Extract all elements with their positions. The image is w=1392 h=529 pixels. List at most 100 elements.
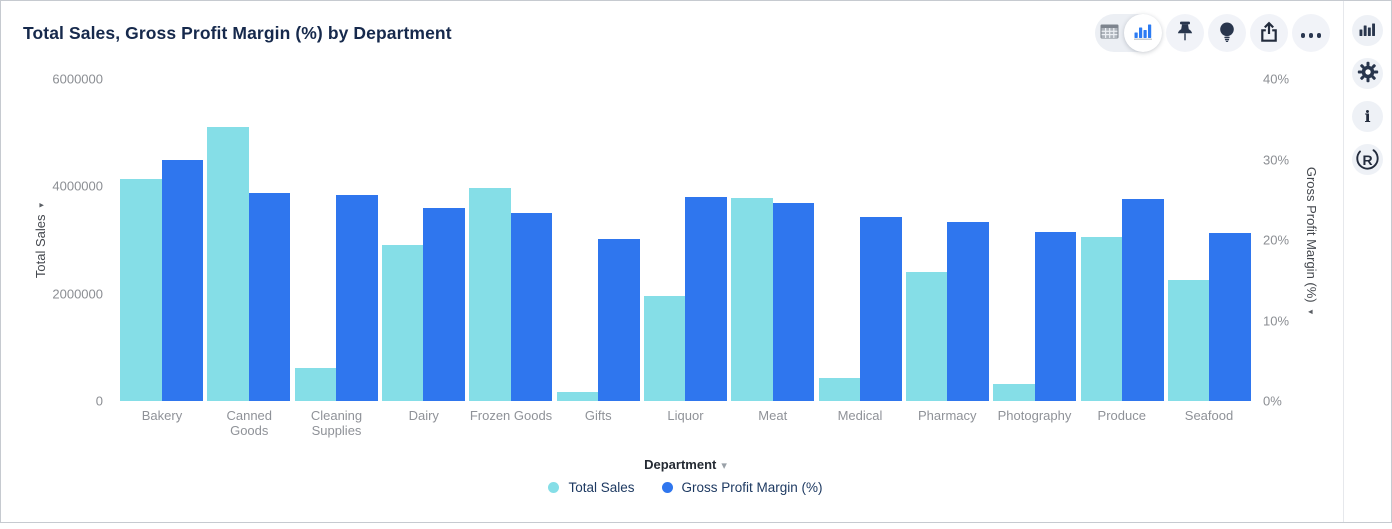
- chevron-down-icon: ▾: [721, 460, 727, 472]
- legend-dot-icon: [548, 482, 560, 493]
- total-sales-bar[interactable]: [905, 272, 948, 401]
- lightbulb-icon: [1215, 20, 1239, 47]
- axis-tick-label: 40%: [1263, 71, 1290, 87]
- total-sales-bar[interactable]: [469, 188, 511, 401]
- category-label: Canned Goods: [226, 408, 273, 438]
- reveal-logo-button[interactable]: R: [1352, 144, 1383, 175]
- gross-profit-margin-bar[interactable]: [685, 197, 727, 401]
- gross-profit-margin-bar[interactable]: [510, 213, 553, 401]
- bar-group: [1167, 79, 1251, 401]
- gross-profit-margin-bar[interactable]: [598, 239, 640, 401]
- legend-dot-icon: [661, 482, 673, 493]
- chart-legend: Total Sales Gross Profit Margin (%): [120, 480, 1251, 495]
- axis-tick-label: 30%: [1263, 152, 1290, 167]
- total-sales-bar[interactable]: [1080, 237, 1123, 401]
- axis-sort-arrow-icon: ▾: [1306, 309, 1317, 314]
- legend-item[interactable]: Total Sales: [548, 480, 635, 495]
- reveal-r-logo-icon: R: [1362, 151, 1373, 168]
- axis-tick-label: 20%: [1263, 232, 1290, 248]
- right-axis-title: Gross Profit Margin (%)▾: [1304, 166, 1320, 314]
- left-axis-ticks: 6000000 4000000 2000000 0: [1, 72, 103, 409]
- insights-button[interactable]: [1208, 14, 1246, 52]
- bar-group: [818, 79, 902, 401]
- bar-chart-plot: [120, 79, 1251, 401]
- total-sales-bar[interactable]: [643, 296, 686, 401]
- right-sidebar: i R: [1343, 1, 1391, 522]
- bar-group: [643, 79, 727, 401]
- category-label: Medical: [837, 408, 883, 423]
- axis-tick-label: 0: [95, 393, 103, 409]
- gross-profit-margin-bar[interactable]: [1122, 198, 1164, 401]
- total-sales-bar[interactable]: [207, 126, 249, 401]
- gross-profit-margin-bar[interactable]: [1209, 232, 1251, 401]
- total-sales-bar[interactable]: [818, 377, 861, 401]
- x-axis-field[interactable]: Department ▾: [120, 457, 1251, 472]
- settings-button[interactable]: [1352, 58, 1383, 89]
- category-label: Produce: [1097, 408, 1146, 423]
- gross-profit-margin-bar[interactable]: [1034, 231, 1077, 401]
- axis-sort-arrow-icon: ▾: [36, 202, 47, 207]
- legend-label: Gross Profit Margin (%): [681, 480, 823, 495]
- table-view-icon: [1100, 24, 1119, 42]
- gross-profit-margin-bar[interactable]: [161, 159, 203, 401]
- axis-tick-label: 0%: [1263, 393, 1282, 409]
- bar-group: [731, 79, 815, 401]
- gross-profit-margin-bar[interactable]: [336, 194, 378, 401]
- total-sales-bar[interactable]: [120, 178, 162, 401]
- total-sales-bar[interactable]: [556, 391, 599, 401]
- table-view-button[interactable]: [1095, 14, 1124, 52]
- bar-group: [1080, 79, 1164, 401]
- export-button[interactable]: [1250, 14, 1288, 52]
- right-axis-ticks: 40% 30% 20% 10% 0%: [1263, 72, 1323, 409]
- total-sales-bar[interactable]: [294, 368, 337, 401]
- pin-button[interactable]: [1166, 14, 1204, 52]
- info-icon: i: [1364, 106, 1371, 126]
- bar-group: [120, 79, 203, 401]
- category-label: Frozen Goods: [469, 408, 553, 423]
- x-axis-label: Department: [644, 457, 717, 472]
- bar-group: [469, 79, 553, 401]
- legend-label: Total Sales: [568, 480, 635, 495]
- total-sales-bar[interactable]: [381, 245, 424, 401]
- reveal-logo-swoosh: [1356, 149, 1379, 170]
- bar-group: [294, 79, 378, 401]
- gross-profit-margin-bar[interactable]: [423, 207, 465, 401]
- bar-group: [556, 79, 640, 401]
- view-toggle: [1095, 14, 1162, 52]
- info-button[interactable]: i: [1352, 101, 1383, 132]
- total-sales-bar[interactable]: [993, 383, 1035, 401]
- category-label: Meat: [758, 408, 788, 423]
- export-icon: [1257, 20, 1281, 47]
- gross-profit-margin-bar[interactable]: [947, 222, 989, 401]
- chart-view-button[interactable]: [1124, 14, 1162, 52]
- page-title: Total Sales, Gross Profit Margin (%) by …: [23, 23, 452, 43]
- axis-tick-label: 10%: [1263, 313, 1290, 328]
- pin-icon: [1173, 20, 1197, 47]
- category-label: Pharmacy: [917, 408, 977, 423]
- total-sales-bar[interactable]: [731, 197, 773, 401]
- category-label: Liquor: [667, 408, 704, 423]
- bar-group: [207, 79, 291, 401]
- axis-tick-label: 2000000: [52, 286, 103, 302]
- settings-gear-icon: [1356, 60, 1380, 87]
- chart-type-icon: [1359, 21, 1376, 40]
- more-ellipsis-icon: [1299, 26, 1323, 41]
- legend-item[interactable]: Gross Profit Margin (%): [661, 480, 823, 495]
- more-options-button[interactable]: [1292, 14, 1330, 52]
- bar-group: [905, 79, 989, 401]
- axis-tick-label: 4000000: [52, 178, 103, 194]
- gross-profit-margin-bar[interactable]: [772, 202, 815, 401]
- chart-type-button[interactable]: [1352, 15, 1383, 46]
- bar-group: [381, 79, 465, 401]
- axis-tick-label: 6000000: [52, 71, 103, 87]
- category-label: Gifts: [584, 408, 612, 423]
- bar-group: [993, 79, 1077, 401]
- total-sales-bar[interactable]: [1167, 280, 1210, 401]
- category-label: Dairy: [408, 408, 439, 423]
- toolbar: [1095, 14, 1330, 52]
- category-label: Photography: [997, 408, 1072, 423]
- gross-profit-margin-bar[interactable]: [860, 217, 902, 401]
- category-label: Cleaning Supplies: [310, 408, 363, 438]
- gross-profit-margin-bar[interactable]: [248, 193, 291, 401]
